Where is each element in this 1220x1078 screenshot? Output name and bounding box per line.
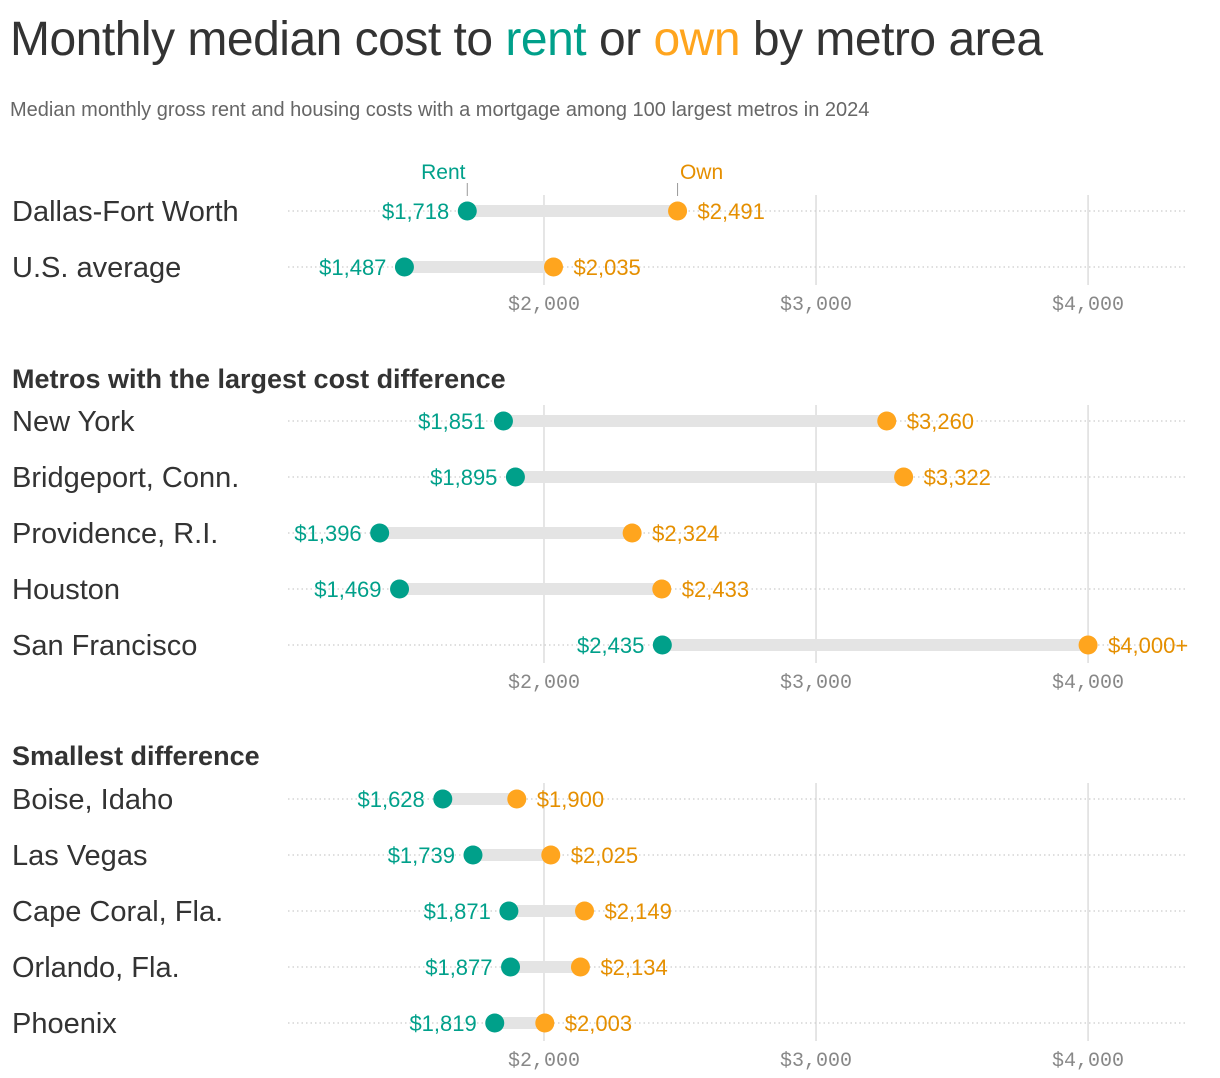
own-dot bbox=[622, 523, 642, 543]
own-dot bbox=[507, 789, 527, 809]
own-dot bbox=[652, 579, 672, 599]
rent-dot bbox=[652, 635, 672, 655]
own-dot bbox=[894, 467, 914, 487]
title-pre: Monthly median cost to bbox=[10, 13, 506, 66]
title-own: own bbox=[653, 13, 741, 66]
own-value-label: $3,322 bbox=[924, 465, 991, 490]
legend-rent: Rent bbox=[421, 161, 466, 184]
title-rent: rent bbox=[505, 13, 587, 66]
title-mid: or bbox=[586, 13, 654, 66]
rent-dot bbox=[485, 1013, 505, 1033]
rent-dot bbox=[394, 257, 414, 277]
own-value-label: $2,149 bbox=[605, 899, 672, 924]
rent-dot bbox=[499, 901, 519, 921]
row-label: Cape Coral, Fla. bbox=[12, 896, 223, 928]
x-tick-label: $3,000 bbox=[780, 672, 852, 695]
own-value-label: $2,324 bbox=[652, 521, 719, 546]
rent-value-label: $1,739 bbox=[388, 843, 455, 868]
row-label: Orlando, Fla. bbox=[12, 952, 180, 984]
own-dot bbox=[575, 901, 595, 921]
rent-value-label: $1,851 bbox=[418, 409, 485, 434]
rent-dot bbox=[505, 467, 525, 487]
x-tick-label: $4,000 bbox=[1052, 294, 1124, 317]
panel-title: Smallest difference bbox=[12, 741, 260, 771]
row-label: New York bbox=[12, 406, 135, 438]
rent-dot bbox=[390, 579, 410, 599]
x-tick-label: $3,000 bbox=[780, 294, 852, 317]
x-tick-label: $2,000 bbox=[508, 1050, 580, 1073]
own-dot bbox=[570, 957, 590, 977]
rent-value-label: $1,487 bbox=[319, 255, 386, 280]
own-value-label: $2,134 bbox=[600, 955, 667, 980]
rent-value-label: $1,819 bbox=[409, 1011, 476, 1036]
rent-value-label: $1,895 bbox=[430, 465, 497, 490]
own-dot bbox=[1078, 635, 1098, 655]
rent-dot bbox=[370, 523, 390, 543]
rent-dot bbox=[457, 201, 477, 221]
row-label: Bridgeport, Conn. bbox=[12, 462, 239, 494]
rent-value-label: $2,435 bbox=[577, 633, 644, 658]
row-label: San Francisco bbox=[12, 630, 197, 662]
x-tick-label: $2,000 bbox=[508, 294, 580, 317]
own-value-label: $2,491 bbox=[698, 199, 765, 224]
row-label: Phoenix bbox=[12, 1008, 117, 1040]
own-dot bbox=[544, 257, 564, 277]
row-label: Las Vegas bbox=[12, 840, 147, 872]
rent-value-label: $1,871 bbox=[424, 899, 491, 924]
chart-subtitle: Median monthly gross rent and housing co… bbox=[10, 99, 870, 121]
rent-dot bbox=[433, 789, 453, 809]
x-tick-label: $3,000 bbox=[780, 1050, 852, 1073]
title-post: by metro area bbox=[740, 13, 1043, 66]
own-value-label: $2,433 bbox=[682, 577, 749, 602]
own-value-label: $2,035 bbox=[574, 255, 641, 280]
x-tick-label: $4,000 bbox=[1052, 672, 1124, 695]
rent-dot bbox=[501, 957, 521, 977]
row-label: Houston bbox=[12, 574, 120, 606]
chart-title: Monthly median cost to rent or own by me… bbox=[10, 12, 1043, 67]
own-dot bbox=[877, 411, 897, 431]
rent-value-label: $1,718 bbox=[382, 199, 449, 224]
own-value-label: $1,900 bbox=[537, 787, 604, 812]
rent-value-label: $1,469 bbox=[314, 577, 381, 602]
rent-dot bbox=[463, 845, 483, 865]
own-dot bbox=[668, 201, 688, 221]
rent-dot bbox=[493, 411, 513, 431]
own-dot bbox=[541, 845, 561, 865]
own-value-label: $3,260 bbox=[907, 409, 974, 434]
row-label: Dallas-Fort Worth bbox=[12, 196, 239, 228]
row-label: Providence, R.I. bbox=[12, 518, 218, 550]
own-dot bbox=[535, 1013, 555, 1033]
rent-value-label: $1,628 bbox=[357, 787, 424, 812]
rent-value-label: $1,396 bbox=[294, 521, 361, 546]
x-tick-label: $2,000 bbox=[508, 672, 580, 695]
own-value-label: $2,025 bbox=[571, 843, 638, 868]
own-value-label: $2,003 bbox=[565, 1011, 632, 1036]
x-tick-label: $4,000 bbox=[1052, 1050, 1124, 1073]
own-value-label: $4,000+ bbox=[1108, 633, 1188, 658]
row-label: Boise, Idaho bbox=[12, 784, 173, 816]
rent-value-label: $1,877 bbox=[425, 955, 492, 980]
row-label: U.S. average bbox=[12, 252, 181, 284]
panel-title: Metros with the largest cost difference bbox=[12, 364, 506, 394]
legend-own: Own bbox=[680, 161, 723, 184]
